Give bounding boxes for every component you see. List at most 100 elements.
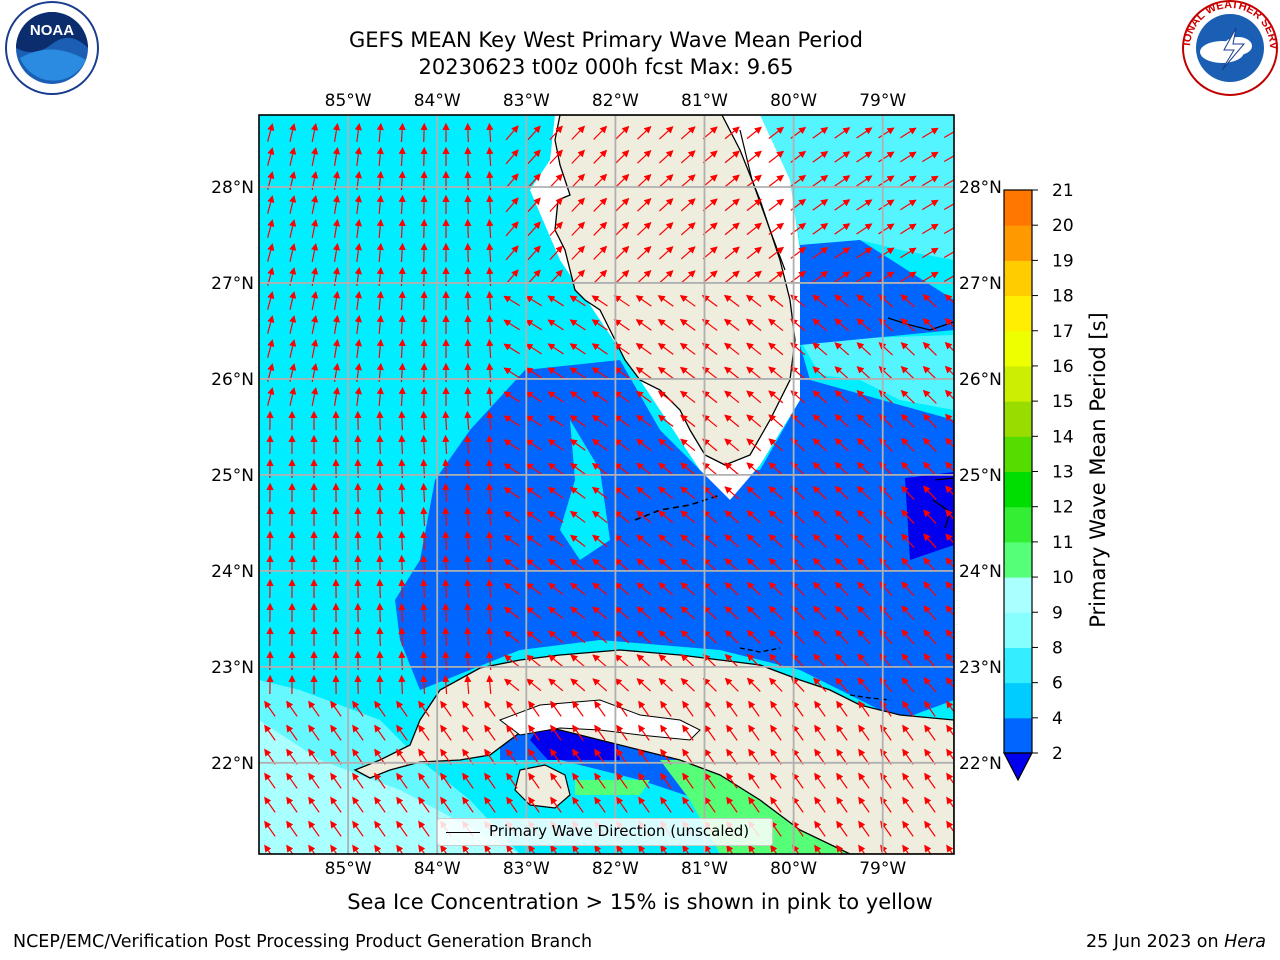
wave-arrow — [547, 319, 564, 331]
wave-arrow — [613, 390, 630, 403]
wave-arrow — [616, 700, 628, 717]
wave-arrow — [746, 438, 762, 452]
wave-arrow — [484, 796, 496, 813]
wave-arrow — [591, 367, 608, 379]
wave-arrow — [486, 194, 494, 215]
wave-arrow — [571, 269, 586, 284]
wave-arrow — [856, 223, 873, 235]
wave-arrow — [308, 844, 316, 854]
wave-arrow — [570, 582, 586, 596]
wave-arrow — [856, 366, 872, 380]
wave-arrow — [812, 557, 827, 572]
wave-arrow — [878, 461, 893, 476]
wave-arrow — [354, 242, 362, 263]
wave-arrow — [549, 197, 563, 213]
wave-arrow — [572, 796, 584, 813]
lat-tick-left: 28°N — [211, 178, 254, 198]
wave-arrow — [746, 486, 762, 500]
wave-arrow — [464, 434, 472, 455]
wave-arrow — [724, 438, 740, 452]
wave-arrow — [724, 174, 740, 188]
wave-arrow — [945, 557, 954, 569]
wave-arrow — [591, 486, 608, 499]
wave-arrow — [922, 317, 937, 332]
wave-arrow — [834, 461, 849, 476]
wave-arrow — [702, 462, 718, 476]
wave-arrow — [330, 748, 342, 765]
wave-arrow — [901, 629, 915, 645]
wave-arrow — [594, 700, 606, 717]
wave-arrow — [922, 341, 937, 356]
wave-arrow — [352, 796, 364, 813]
colorbar-tick-label: 6 — [1052, 674, 1063, 694]
map-gridlines — [259, 115, 954, 854]
wave-arrow — [464, 290, 472, 311]
colorbar-tick-label: 19 — [1052, 251, 1074, 271]
wave-arrow — [878, 437, 893, 452]
lon-tick-top: 83°W — [503, 91, 550, 111]
wave-arrow — [462, 748, 474, 765]
wave-arrow — [570, 606, 586, 620]
wave-arrow — [376, 578, 384, 599]
colorbar-segment — [1004, 612, 1032, 648]
wave-arrow — [547, 295, 564, 307]
wave-arrow — [330, 820, 342, 837]
wave-arrow — [834, 414, 849, 428]
wave-arrow — [702, 653, 717, 668]
wave-arrow — [398, 674, 406, 695]
wave-arrow — [376, 626, 384, 647]
wave-arrow — [525, 319, 542, 331]
wave-arrow — [396, 772, 408, 789]
wave-arrow — [900, 341, 915, 356]
wave-arrow — [464, 338, 472, 359]
wave-arrow — [900, 437, 915, 452]
wave-arrow — [746, 246, 762, 260]
wave-arrow — [768, 605, 783, 620]
wave-arrow — [900, 175, 917, 187]
wave-arrow — [398, 314, 406, 335]
wave-arrow — [486, 482, 494, 503]
wave-arrow — [398, 482, 406, 503]
wave-arrow — [503, 463, 520, 475]
wave-arrow — [724, 582, 739, 596]
lon-tick-bottom: 85°W — [325, 859, 372, 879]
wave-arrow — [900, 461, 915, 476]
wave-arrow — [594, 748, 606, 765]
wave-arrow — [902, 772, 914, 789]
wave-arrow — [442, 626, 450, 647]
wave-arrow — [462, 772, 474, 789]
wave-arrow — [924, 724, 936, 741]
wave-arrow — [547, 486, 564, 499]
wave-arrow — [332, 242, 341, 262]
colorbar-tick-label: 2 — [1052, 744, 1063, 764]
wave-arrow — [420, 602, 428, 623]
lat-tick-right: 25°N — [959, 466, 1002, 486]
lat-tick-right: 23°N — [959, 658, 1002, 678]
wave-arrow — [878, 271, 895, 283]
wave-arrow — [398, 338, 406, 359]
wave-arrow — [591, 319, 608, 331]
wave-arrow — [525, 439, 542, 451]
colorbar-segment — [1004, 330, 1032, 367]
wave-arrow — [635, 438, 652, 451]
wave-arrow — [726, 796, 738, 813]
wave-arrow — [900, 365, 915, 380]
wave-arrow — [812, 199, 829, 211]
wave-arrow — [746, 270, 762, 284]
wave-arrow — [525, 463, 542, 475]
wave-arrow — [726, 748, 738, 765]
wave-arrow — [658, 126, 674, 140]
wave-arrow — [813, 629, 827, 644]
colorbar-tick-label: 8 — [1052, 638, 1063, 658]
wave-arrow — [376, 410, 384, 431]
wave-arrow — [878, 366, 893, 380]
wave-arrow — [289, 195, 297, 214]
wave-arrow — [613, 319, 630, 331]
wave-arrow — [354, 122, 362, 143]
wave-arrow — [724, 246, 740, 260]
wave-arrow — [902, 700, 914, 717]
wave-arrow — [528, 772, 540, 789]
wave-arrow — [857, 605, 871, 621]
wave-arrow — [702, 126, 718, 140]
wave-arrow — [856, 413, 871, 428]
